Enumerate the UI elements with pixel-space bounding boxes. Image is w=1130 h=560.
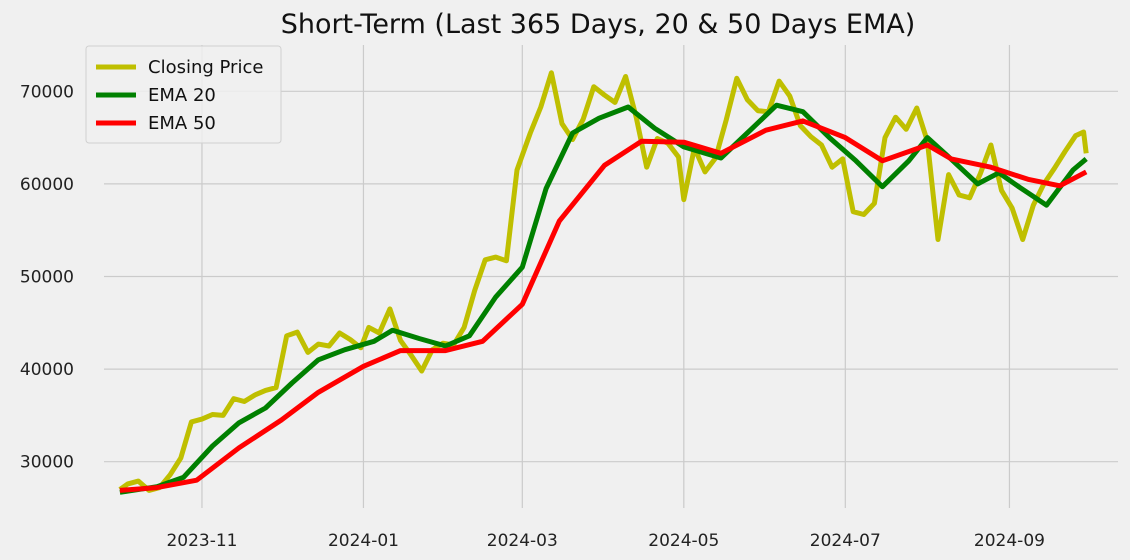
y-tick-label: 40000: [20, 360, 74, 380]
y-axis-ticks: 30000 40000 50000 60000 70000: [20, 82, 74, 472]
x-tick-label: 2023-11: [166, 531, 237, 551]
legend-label-closing-price: Closing Price: [148, 57, 263, 78]
x-tick-label: 2024-03: [487, 531, 558, 551]
x-tick-label: 2024-01: [328, 531, 399, 551]
x-tick-label: 2024-09: [974, 531, 1045, 551]
x-tick-label: 2024-07: [810, 531, 881, 551]
legend-box: [85, 45, 282, 144]
series-line-ema-50: [119, 118, 1088, 493]
legend-label-ema-20: EMA 20: [148, 85, 216, 106]
x-tick-label: 2024-05: [648, 531, 719, 551]
legend-label-ema-50: EMA 50: [148, 113, 216, 134]
y-tick-label: 60000: [20, 175, 74, 195]
x-axis-ticks: 2023-11 2024-01 2024-03 2024-05 2024-07 2024-…: [166, 531, 1045, 551]
y-tick-label: 50000: [20, 268, 74, 288]
legend: Closing Price EMA 20 EMA 50: [85, 45, 282, 144]
line-layer: [118, 70, 1089, 495]
y-tick-label: 70000: [20, 82, 74, 102]
chart-title: Short-Term (Last 365 Days, 20 & 50 Days …: [281, 9, 916, 40]
y-tick-label: 30000: [20, 453, 74, 473]
legend-items: Closing Price EMA 20 EMA 50: [96, 57, 263, 134]
series-line-closing-price: [118, 70, 1089, 493]
series-line-ema-20: [119, 102, 1088, 495]
